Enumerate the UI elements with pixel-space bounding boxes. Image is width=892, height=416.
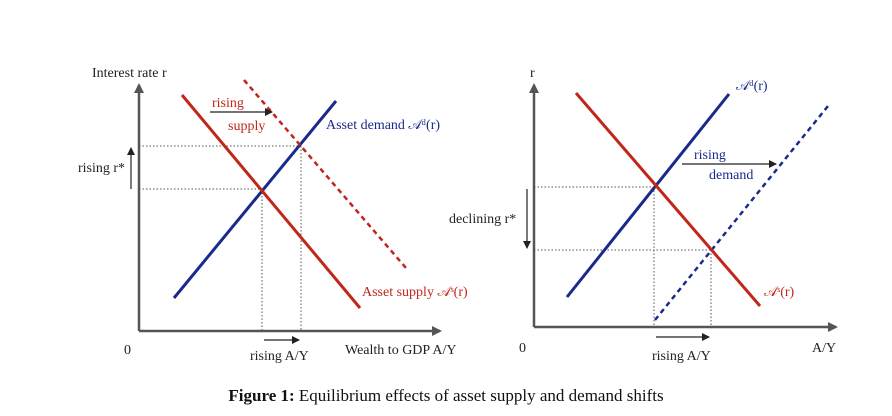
left-shift-label-line1: rising bbox=[212, 96, 244, 111]
right-panel: r 0 A/Y rising demand 𝒜ᵈ(r) 𝒜ˢ(r) declin… bbox=[449, 66, 838, 364]
right-demand-label: 𝒜ᵈ(r) bbox=[736, 79, 768, 94]
right-supply-label: 𝒜ˢ(r) bbox=[764, 285, 795, 300]
figure-caption: Figure 1: Equilibrium effects of asset s… bbox=[228, 386, 663, 405]
left-rate-change-label: rising r* bbox=[78, 161, 125, 176]
left-shifted-supply-curve bbox=[243, 79, 407, 269]
left-wealth-change-label: rising A/Y bbox=[250, 349, 309, 364]
right-origin-label: 0 bbox=[519, 341, 526, 356]
figure-caption-label: Figure 1: bbox=[228, 386, 294, 405]
right-wealth-change-label: rising A/Y bbox=[652, 349, 711, 364]
left-panel: Interest rate r 0 Wealth to GDP A/Y risi… bbox=[78, 66, 468, 364]
right-shift-label-line1: rising bbox=[694, 148, 726, 163]
right-y-axis-label: r bbox=[530, 66, 535, 81]
left-supply-curve bbox=[180, 94, 362, 309]
figure-caption-text: Equilibrium effects of asset supply and … bbox=[295, 386, 664, 405]
right-x-axis-label: A/Y bbox=[812, 341, 836, 356]
left-x-axis-label: Wealth to GDP A/Y bbox=[345, 343, 457, 358]
right-supply-curve bbox=[574, 92, 762, 307]
left-supply-label: Asset supply 𝒜ˢ(r) bbox=[362, 285, 468, 300]
right-shift-label-line2: demand bbox=[709, 168, 753, 183]
left-demand-label: Asset demand 𝒜ᵈ(r) bbox=[326, 118, 440, 133]
left-demand-curve bbox=[172, 100, 338, 299]
left-origin-label: 0 bbox=[124, 343, 131, 358]
right-rate-change-label: declining r* bbox=[449, 212, 516, 227]
left-shift-label-line2: supply bbox=[228, 119, 265, 134]
right-shifted-demand-curve bbox=[654, 105, 829, 321]
right-demand-curve bbox=[565, 93, 731, 298]
left-y-axis-label: Interest rate r bbox=[92, 66, 167, 81]
